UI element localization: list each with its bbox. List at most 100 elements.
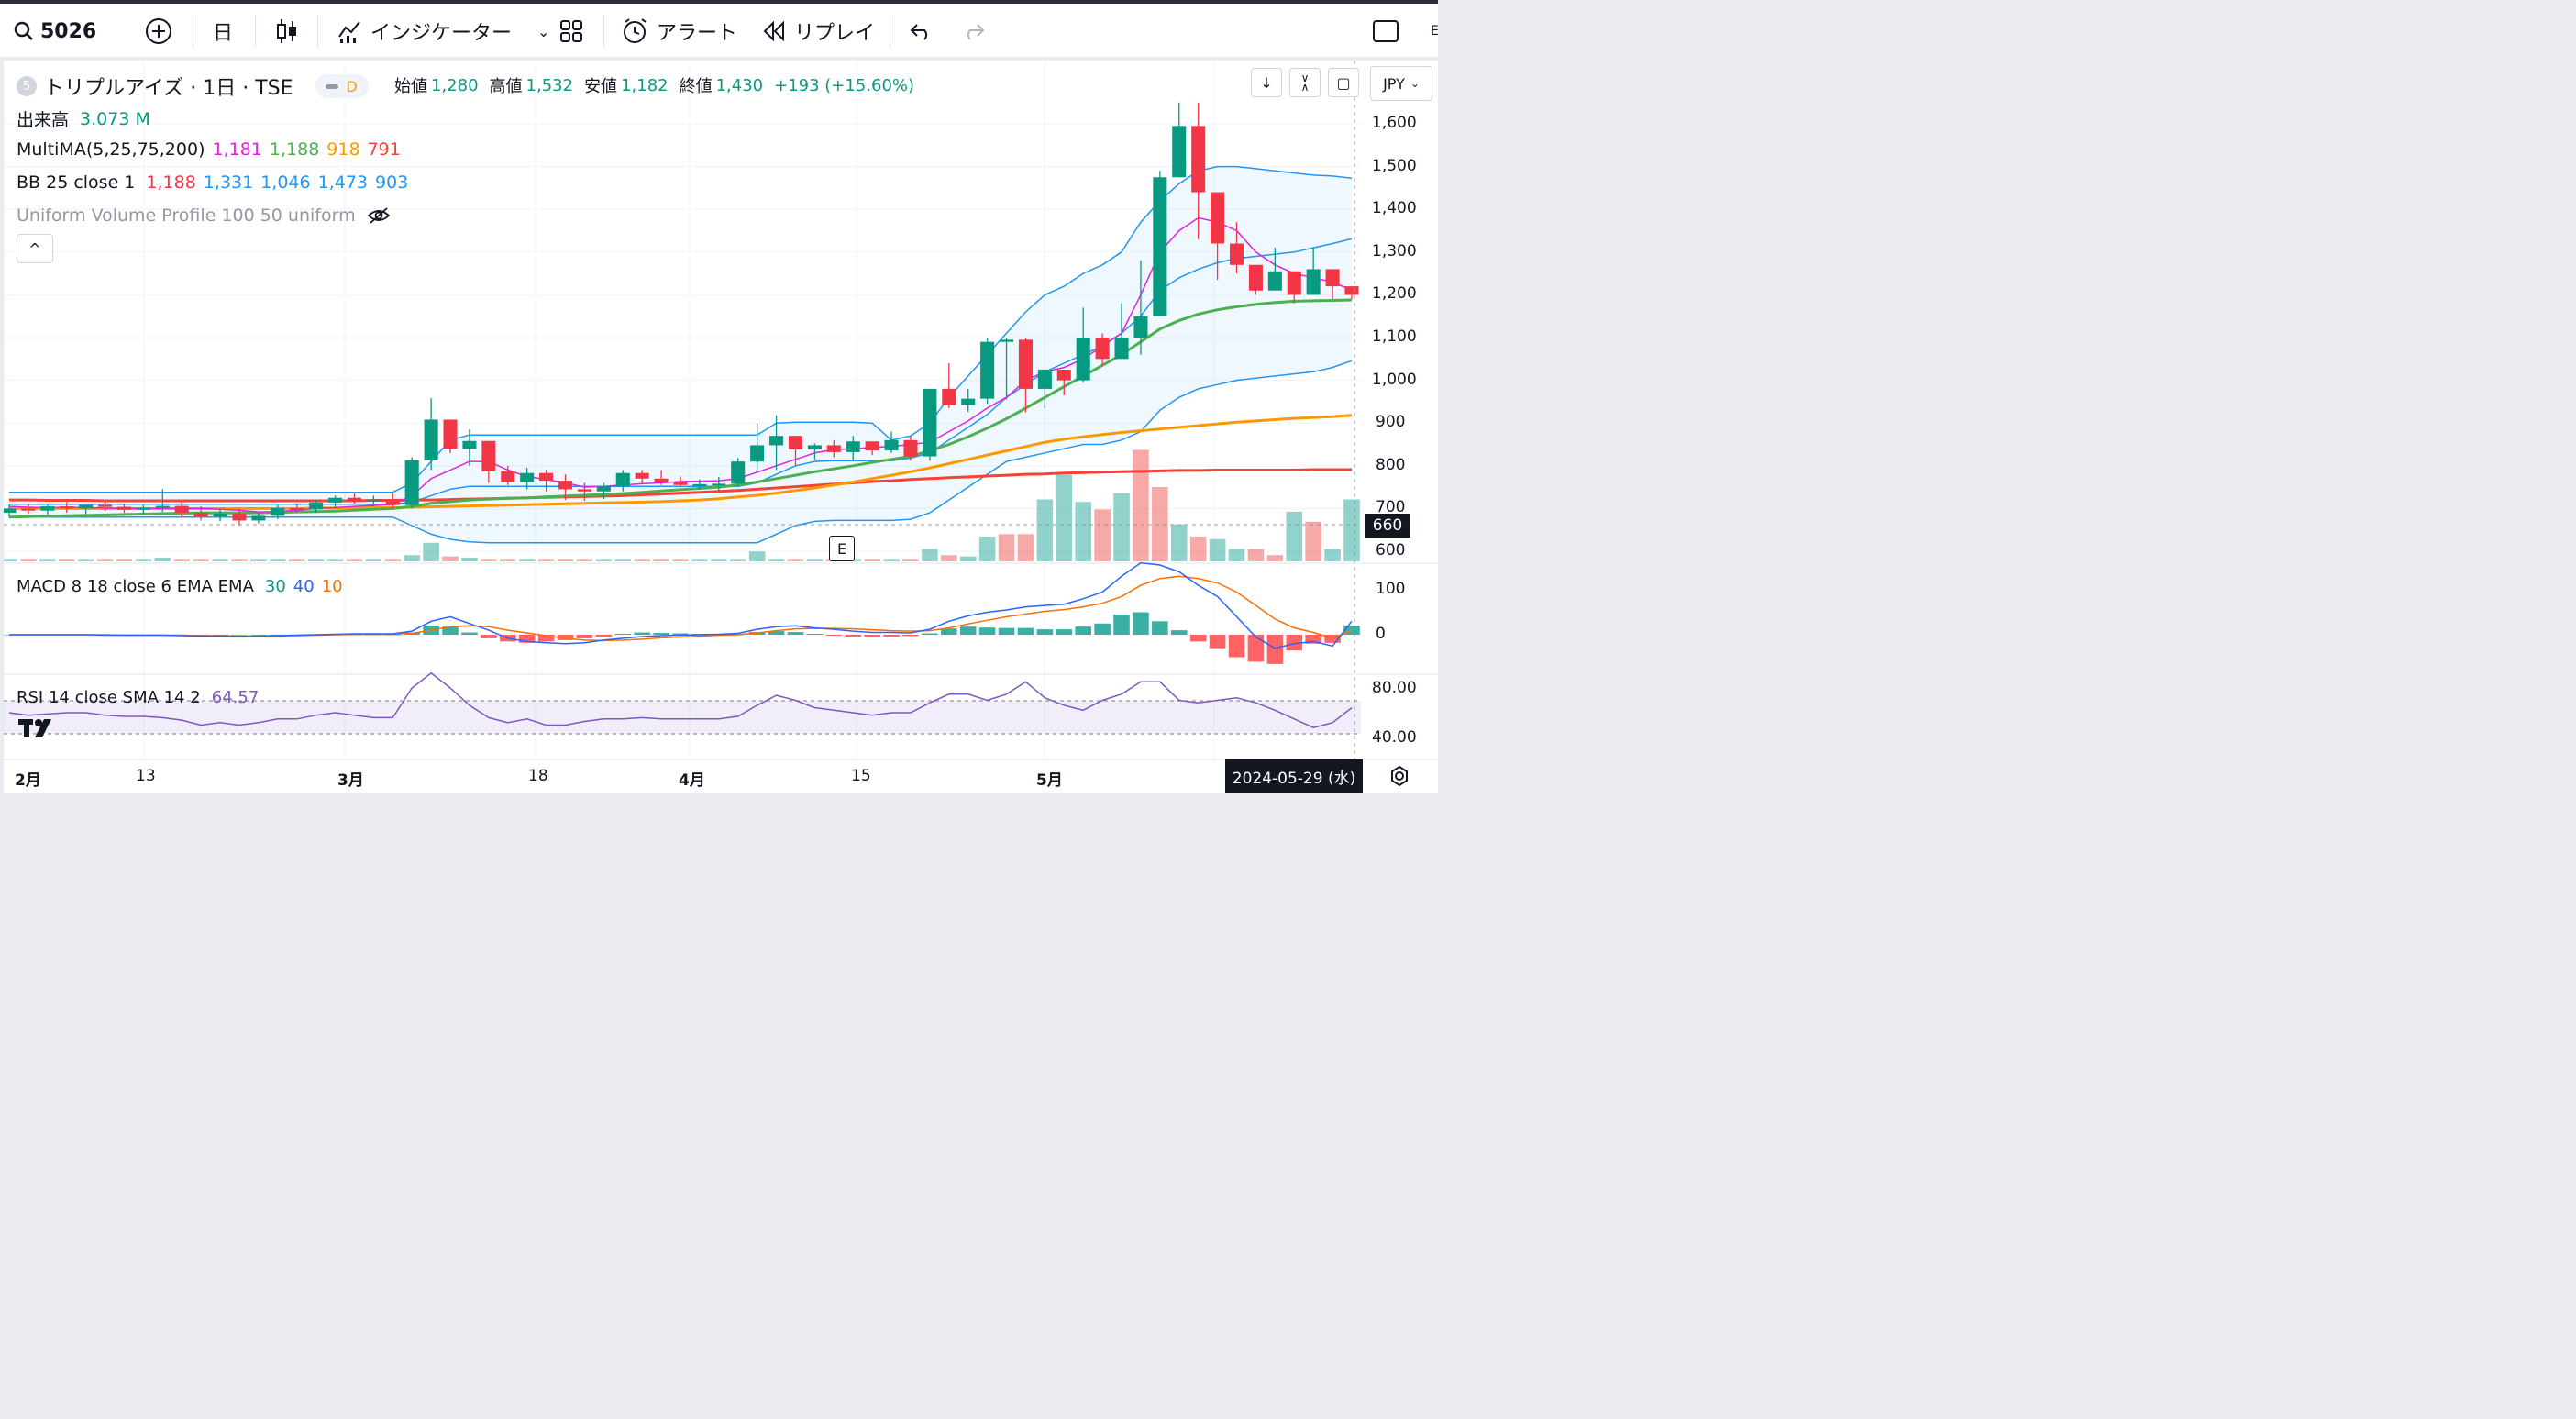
candle-body xyxy=(750,445,765,462)
volume-label: 出来高 xyxy=(17,110,70,130)
layout-button[interactable] xyxy=(559,9,583,53)
candle-body xyxy=(923,388,937,457)
candle-body xyxy=(1133,316,1148,338)
volume-bar xyxy=(537,559,555,561)
symbol-legend[interactable]: 5 トリプルアイズ · 1日 · TSE D xyxy=(17,72,369,101)
currency-select[interactable]: JPY ⌄ xyxy=(1370,66,1432,101)
price-axis-label: 1,500 xyxy=(1372,156,1417,175)
redo-button[interactable] xyxy=(961,9,985,53)
candle-body xyxy=(271,507,285,516)
date-label: 3月 xyxy=(337,771,364,790)
ma200-line xyxy=(9,468,1352,503)
macd-legend[interactable]: MACD 8 18 close 6 EMA EMA 30 40 10 xyxy=(17,577,343,596)
candle-body xyxy=(692,483,707,486)
maximize-pane-button[interactable]: ∨ ∧ xyxy=(1289,68,1321,97)
delay-letter: D xyxy=(346,77,358,95)
volume-bar xyxy=(461,557,478,561)
candle-body xyxy=(1267,271,1282,291)
data-delay-badge[interactable]: D xyxy=(315,74,369,98)
candle-body xyxy=(462,440,477,449)
candle-body xyxy=(1211,192,1225,244)
volume-histogram xyxy=(4,449,1360,561)
volume-bar xyxy=(998,534,1015,561)
volume-bar xyxy=(748,551,766,561)
chart-type-button[interactable] xyxy=(275,9,299,53)
volume-bar xyxy=(883,559,900,561)
interval-button[interactable]: 日 xyxy=(213,9,233,53)
alert-button[interactable]: アラート xyxy=(622,9,737,53)
volume-bar xyxy=(481,559,497,561)
macd-histogram-bar xyxy=(883,635,900,637)
toolbar-divider xyxy=(255,15,256,48)
rsi-axis-label: 40.00 xyxy=(1372,728,1417,747)
volume-bar xyxy=(499,559,516,561)
tradingview-logo[interactable] xyxy=(18,717,62,739)
volume-bar xyxy=(1113,493,1130,561)
symbol-search[interactable]: 5026 xyxy=(13,9,96,53)
replay-label: リプレイ xyxy=(794,22,876,45)
toolbar-divider xyxy=(603,15,604,48)
gear-icon[interactable] xyxy=(1388,765,1410,787)
candle-body xyxy=(481,440,496,471)
volume-bar xyxy=(711,559,727,561)
earnings-marker[interactable]: E xyxy=(829,536,855,561)
open-label: 始値 xyxy=(394,77,427,96)
square-icon xyxy=(1373,20,1399,42)
compare-button[interactable] xyxy=(145,9,172,53)
candle-body xyxy=(635,472,649,479)
macd-histogram-bar xyxy=(1094,623,1111,635)
candlestick-icon xyxy=(277,19,296,43)
indicators-icon xyxy=(338,21,360,43)
eye-hidden-icon[interactable] xyxy=(367,206,391,225)
collapse-legend-button[interactable]: ^ xyxy=(17,234,53,263)
multima-legend[interactable]: MultiMA(5,25,75,200) 1,181 1,188 918 791 xyxy=(17,139,401,160)
candle-body xyxy=(942,388,956,405)
candle-body xyxy=(1287,271,1301,295)
ma75-line xyxy=(9,414,1353,510)
price-axis-label: 700 xyxy=(1376,498,1406,517)
pane-settings-button[interactable]: ▢ xyxy=(1328,68,1359,97)
rsi-label: RSI 14 close SMA 14 2 xyxy=(17,688,201,707)
candle-body xyxy=(654,478,669,482)
macd-histogram-bar xyxy=(595,635,613,637)
candle-body xyxy=(1344,286,1359,295)
volume-profile-legend[interactable]: Uniform Volume Profile 100 50 uniform xyxy=(17,205,391,226)
macd-histogram-bar xyxy=(1152,621,1168,635)
volume-bar xyxy=(173,559,191,561)
search-icon xyxy=(14,21,33,40)
candle-body xyxy=(79,504,94,509)
candle-body xyxy=(1056,369,1071,381)
macd-histogram-bar xyxy=(481,635,497,638)
volume-bar xyxy=(806,559,824,561)
symbol-title: トリプルアイズ · 1日 · TSE xyxy=(44,77,293,100)
chevron-down-icon[interactable]: ⌄ xyxy=(537,22,550,40)
candle-body xyxy=(290,507,304,510)
candle-body xyxy=(1172,126,1187,178)
chart-canvas[interactable] xyxy=(4,61,1438,793)
candle-body xyxy=(788,436,803,450)
candle-body xyxy=(213,513,227,517)
candle-body xyxy=(424,419,438,460)
candle-body xyxy=(807,445,822,450)
volume-bar xyxy=(1324,549,1341,561)
bb-value: 1,331 xyxy=(203,172,254,193)
scroll-down-button[interactable]: ↓ xyxy=(1251,68,1282,97)
candle-body xyxy=(404,460,419,505)
replay-button[interactable]: リプレイ xyxy=(763,9,875,53)
fullscreen-button[interactable] xyxy=(1372,9,1399,53)
undo-button[interactable] xyxy=(910,9,934,53)
date-label: 2月 xyxy=(15,771,41,790)
volume-legend[interactable]: 出来高 3.073 M xyxy=(17,106,150,131)
bb-legend[interactable]: BB 25 close 1 1,188 1,331 1,046 1,473 90… xyxy=(17,172,408,193)
date-label: 18 xyxy=(528,767,548,785)
candle-body xyxy=(309,502,324,510)
volume-bar xyxy=(1189,537,1207,561)
indicators-button[interactable]: インジケーター ⌄ xyxy=(337,9,549,53)
chart-area[interactable]: 5 トリプルアイズ · 1日 · TSE D 始値 1,280 高値 1,532 安… xyxy=(4,61,1438,793)
macd-histogram-bar xyxy=(902,635,919,637)
toolbar-divider xyxy=(317,15,318,48)
low-label: 安値 xyxy=(584,77,618,96)
rsi-legend[interactable]: RSI 14 close SMA 14 2 64.57 xyxy=(17,688,259,707)
macd-axis-label: 0 xyxy=(1376,625,1386,643)
volume-bar xyxy=(691,559,708,561)
